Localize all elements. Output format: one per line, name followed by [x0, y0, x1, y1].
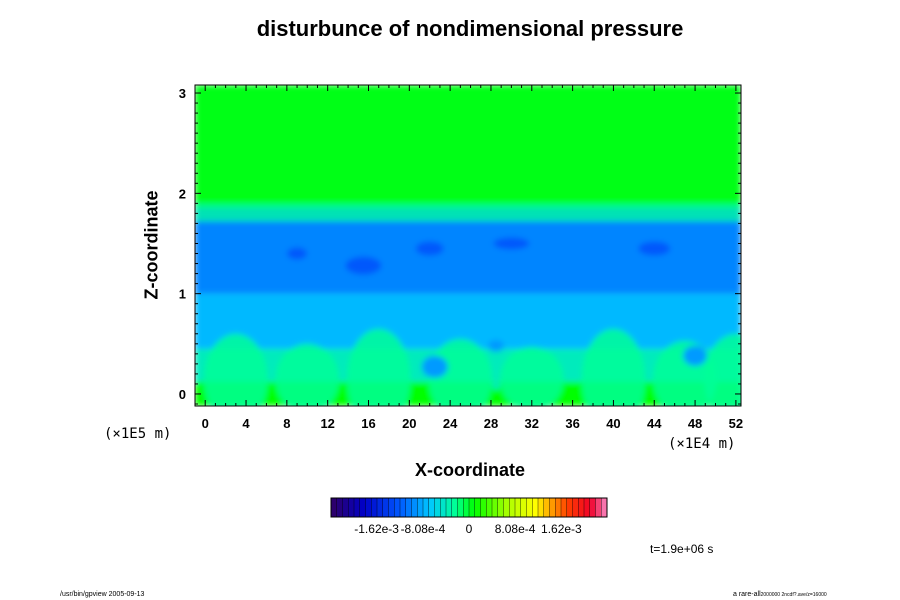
x-tick-label: 24 [443, 416, 458, 431]
y-tick-label: 3 [179, 86, 186, 101]
colorbar-segment [382, 498, 389, 517]
colorbar-tick-label: 0 [466, 522, 473, 536]
colorbar-segment [469, 498, 476, 517]
chart-title: disturbunce of nondimensional pressure [256, 16, 684, 41]
colorbar-segment [365, 498, 372, 517]
pressure-field [195, 85, 741, 406]
colorbar-segment [411, 498, 418, 517]
y-axis: 0 1 2 3 [179, 86, 741, 405]
x-tick-label: 32 [525, 416, 539, 431]
colorbar-segment [440, 498, 447, 517]
colorbar-segment [446, 498, 453, 517]
colorbar-segment [359, 498, 366, 517]
colorbar-segment [371, 498, 378, 517]
x-scale-label: (×1E4 m) [668, 436, 736, 452]
colorbar-segment [515, 498, 522, 517]
x-tick-label: 28 [484, 416, 498, 431]
colorbar: -1.62e-3 -8.08e-4 0 8.08e-4 1.62e-3 [330, 497, 608, 536]
x-tick-label: 12 [320, 416, 334, 431]
x-tick-label: 16 [361, 416, 375, 431]
colorbar-segment [555, 498, 562, 517]
colorbar-segment [572, 498, 579, 517]
colorbar-segment [342, 498, 349, 517]
colorbar-tick-label: -8.08e-4 [401, 522, 446, 536]
colorbar-segment [566, 498, 573, 517]
colorbar-segment [428, 498, 435, 517]
colorbar-tick-label: 1.62e-3 [541, 522, 582, 536]
footer-file-main: a rare-all [733, 591, 761, 598]
colorbar-segment [497, 498, 504, 517]
colorbar-segment [492, 498, 499, 517]
colorbar-segment [601, 498, 608, 517]
x-axis-label: X-coordinate [414, 460, 525, 480]
z-scale-label: (×1E5 m) [104, 426, 172, 442]
colorbar-segment [463, 498, 470, 517]
x-axis: 0 4 8 12 16 20 24 28 32 36 40 44 48 52 [194, 85, 743, 431]
colorbar-segment [509, 498, 516, 517]
colorbar-segment [543, 498, 550, 517]
x-tick-label: 48 [688, 416, 702, 431]
colorbar-segment [584, 498, 591, 517]
colorbar-segment [434, 498, 441, 517]
footer-file-detail: 2000000 2ncdf?.ave/z=16000 [760, 592, 827, 598]
colorbar-segment [348, 498, 355, 517]
x-tick-label: 0 [202, 416, 209, 431]
colorbar-segment [394, 498, 401, 517]
colorbar-segment [578, 498, 585, 517]
colorbar-segment [405, 498, 412, 517]
colorbar-segment [520, 498, 527, 517]
colorbar-segment [451, 498, 458, 517]
x-tick-label: 36 [565, 416, 579, 431]
y-tick-label: 0 [179, 387, 186, 402]
colorbar-segment [400, 498, 407, 517]
y-axis-label: Z-coordinate [141, 190, 162, 300]
colorbar-segment [486, 498, 493, 517]
colorbar-segment [538, 498, 545, 517]
colorbar-segment [331, 498, 338, 517]
colorbar-segment [457, 498, 464, 517]
x-tick-label: 52 [729, 416, 743, 431]
y-tick-label: 1 [179, 287, 186, 302]
colorbar-segment [595, 498, 602, 517]
colorbar-segment [377, 498, 384, 517]
colorbar-segment [423, 498, 430, 517]
x-tick-label: 20 [402, 416, 416, 431]
x-tick-label: 4 [242, 416, 250, 431]
x-tick-label: 8 [283, 416, 290, 431]
colorbar-tick-label: 8.08e-4 [495, 522, 536, 536]
x-tick-label: 44 [647, 416, 662, 431]
colorbar-segment [532, 498, 539, 517]
colorbar-segment [474, 498, 481, 517]
footer-command: /usr/bin/gpview 2005-09-13 [60, 591, 145, 598]
colorbar-segment [388, 498, 395, 517]
plot-frame [194, 84, 742, 407]
colorbar-segment [549, 498, 556, 517]
colorbar-segment [503, 498, 510, 517]
colorbar-segment [336, 498, 343, 517]
y-tick-label: 2 [179, 186, 186, 201]
colorbar-segment [417, 498, 424, 517]
colorbar-segment [561, 498, 568, 517]
colorbar-segment [480, 498, 487, 517]
colorbar-segment [589, 498, 596, 517]
colorbar-tick-label: -1.62e-3 [354, 522, 399, 536]
colorbar-frame [330, 497, 608, 518]
x-tick-label: 40 [606, 416, 620, 431]
time-label: t=1.9e+06 s [650, 542, 714, 556]
colorbar-segment [526, 498, 533, 517]
colorbar-segment [354, 498, 361, 517]
footer-file: a rare-all2000000 2ncdf?.ave/z=16000 [733, 591, 827, 598]
